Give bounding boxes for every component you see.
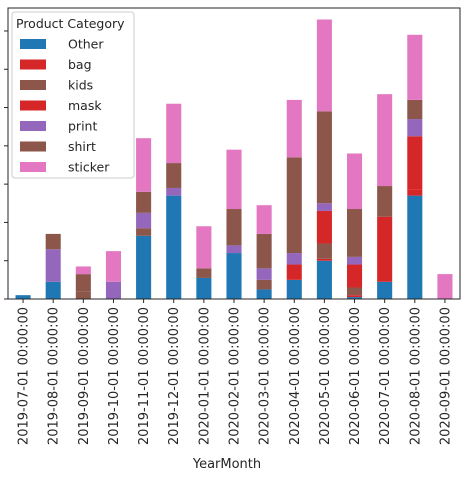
- bar-segment-other: [286, 279, 302, 299]
- bar-segment-shirt: [136, 191, 152, 213]
- plot-area-frame: [7, 7, 461, 300]
- x-tick-label: 2019-08-01 00:00:00: [47, 307, 62, 445]
- bar-segment-print: [256, 268, 272, 280]
- bar-segment-other: [196, 277, 212, 299]
- bar-segment-other: [256, 289, 272, 299]
- bar-segment-other: [407, 195, 423, 299]
- legend-swatch-kids: [20, 80, 46, 90]
- legend-label-kids: kids: [68, 78, 93, 93]
- x-tick-label: 2020-04-01 00:00:00: [288, 307, 303, 445]
- legend: Product Category Other bag kids mask print sh…: [11, 11, 135, 179]
- bar-segment-kids: [136, 228, 152, 236]
- bar-segment-sticker: [166, 103, 182, 164]
- x-tick-label: 2020-02-01 00:00:00: [228, 307, 243, 445]
- legend-label-bag: bag: [68, 57, 92, 72]
- bar-segment-kids: [316, 243, 332, 259]
- bar-segment-kids: [75, 291, 91, 299]
- legend-items: Other bag kids mask print shirt sticker: [20, 37, 110, 175]
- bar-segment-shirt: [377, 186, 393, 217]
- bar-segment-shirt: [407, 99, 423, 120]
- legend-label-sticker: sticker: [68, 160, 110, 175]
- legend-swatch-sticker: [20, 162, 46, 172]
- bar-segment-sticker: [347, 153, 363, 210]
- chart-bars: [15, 19, 453, 299]
- bar-segment-bag: [316, 258, 332, 261]
- bar-segment-bag: [347, 295, 363, 298]
- bar-segment-kids: [347, 287, 363, 296]
- bar-segment-other: [316, 260, 332, 299]
- bar-segment-sticker: [256, 205, 272, 234]
- bar-segment-sticker: [226, 149, 242, 210]
- bar-segment-shirt: [256, 233, 272, 269]
- legend-label-print: print: [68, 119, 97, 134]
- x-tick-label: 2020-06-01 00:00:00: [348, 307, 363, 445]
- x-tick-label: 2020-09-01 00:00:00: [438, 307, 453, 445]
- x-tick-label: 2020-08-01 00:00:00: [408, 307, 423, 445]
- x-axis-title: YearMonth: [192, 457, 261, 472]
- bar-segment-mask: [316, 210, 332, 244]
- bar-segment-sticker: [377, 94, 393, 187]
- bar-segment-shirt: [196, 268, 212, 278]
- bar-segment-sticker: [105, 251, 121, 282]
- bar-segment-print: [226, 245, 242, 254]
- legend-swatch-bag: [20, 59, 46, 70]
- bar-segment-other: [15, 295, 31, 299]
- bar-segment-shirt: [347, 209, 363, 257]
- bar-segment-shirt: [316, 111, 332, 204]
- bar-segment-shirt: [75, 274, 91, 292]
- legend-label-mask: mask: [68, 98, 102, 113]
- bar-segment-print: [347, 256, 363, 265]
- legend-swatch-mask: [20, 100, 46, 111]
- bar-segment-mask: [407, 136, 423, 190]
- bar-segment-sticker: [437, 274, 453, 299]
- bar-segment-shirt: [286, 157, 302, 254]
- bar-segment-shirt: [166, 163, 182, 188]
- legend-swatch-print: [20, 121, 46, 131]
- x-tick-label: 2019-07-01 00:00:00: [17, 307, 32, 445]
- bar-segment-print: [166, 187, 182, 196]
- bar-segment-print: [316, 203, 332, 211]
- bar-segment-sticker: [407, 34, 423, 100]
- bar-segment-other: [166, 195, 182, 299]
- bar-segment-print: [105, 281, 121, 299]
- bar-segment-mask: [286, 264, 302, 280]
- x-tick-label: 2019-09-01 00:00:00: [77, 307, 92, 445]
- bar-segment-mask: [377, 216, 393, 282]
- x-tick-label: 2020-03-01 00:00:00: [258, 307, 273, 445]
- bar-segment-other: [45, 281, 61, 299]
- bar-segment-other: [226, 253, 242, 299]
- bar-segment-mask: [347, 264, 363, 288]
- legend-frame: [11, 11, 135, 179]
- bar-segment-kids: [256, 279, 272, 290]
- bar-segment-print: [136, 212, 152, 229]
- x-tick-label: 2019-11-01 00:00:00: [137, 307, 152, 445]
- x-tick-label: 2020-05-01 00:00:00: [318, 307, 333, 445]
- legend-swatch-shirt: [20, 141, 46, 152]
- bar-segment-shirt: [45, 233, 61, 250]
- x-tick-label: 2020-07-01 00:00:00: [378, 307, 393, 445]
- legend-swatch-other: [20, 39, 46, 49]
- bar-segment-shirt: [226, 209, 242, 246]
- bar-segment-sticker: [286, 99, 302, 158]
- bar-segment-sticker: [196, 226, 212, 269]
- bar-segment-other: [136, 235, 152, 299]
- bar-segment-print: [407, 119, 423, 137]
- x-tick-label: 2019-12-01 00:00:00: [167, 307, 182, 445]
- legend-title: Product Category: [16, 16, 125, 31]
- x-tick-label: 2020-01-01 00:00:00: [197, 307, 212, 445]
- bar-segment-sticker: [316, 19, 332, 112]
- bar-segment-print: [45, 249, 61, 282]
- bar-segment-sticker: [75, 266, 91, 275]
- legend-label-shirt: shirt: [68, 139, 96, 154]
- x-tick-label: 2019-10-01 00:00:00: [107, 307, 122, 445]
- bar-segment-bag: [407, 189, 423, 196]
- legend-label-other: Other: [68, 37, 104, 52]
- bar-segment-other: [347, 297, 363, 299]
- bar-segment-sticker: [136, 138, 152, 192]
- y-axis-ticks: [4, 30, 8, 300]
- bar-segment-other: [377, 281, 393, 299]
- bar-segment-print: [286, 253, 302, 265]
- x-axis-ticks: 2019-07-01 00:00:00 2019-08-01 00:00:00 20…: [17, 299, 453, 445]
